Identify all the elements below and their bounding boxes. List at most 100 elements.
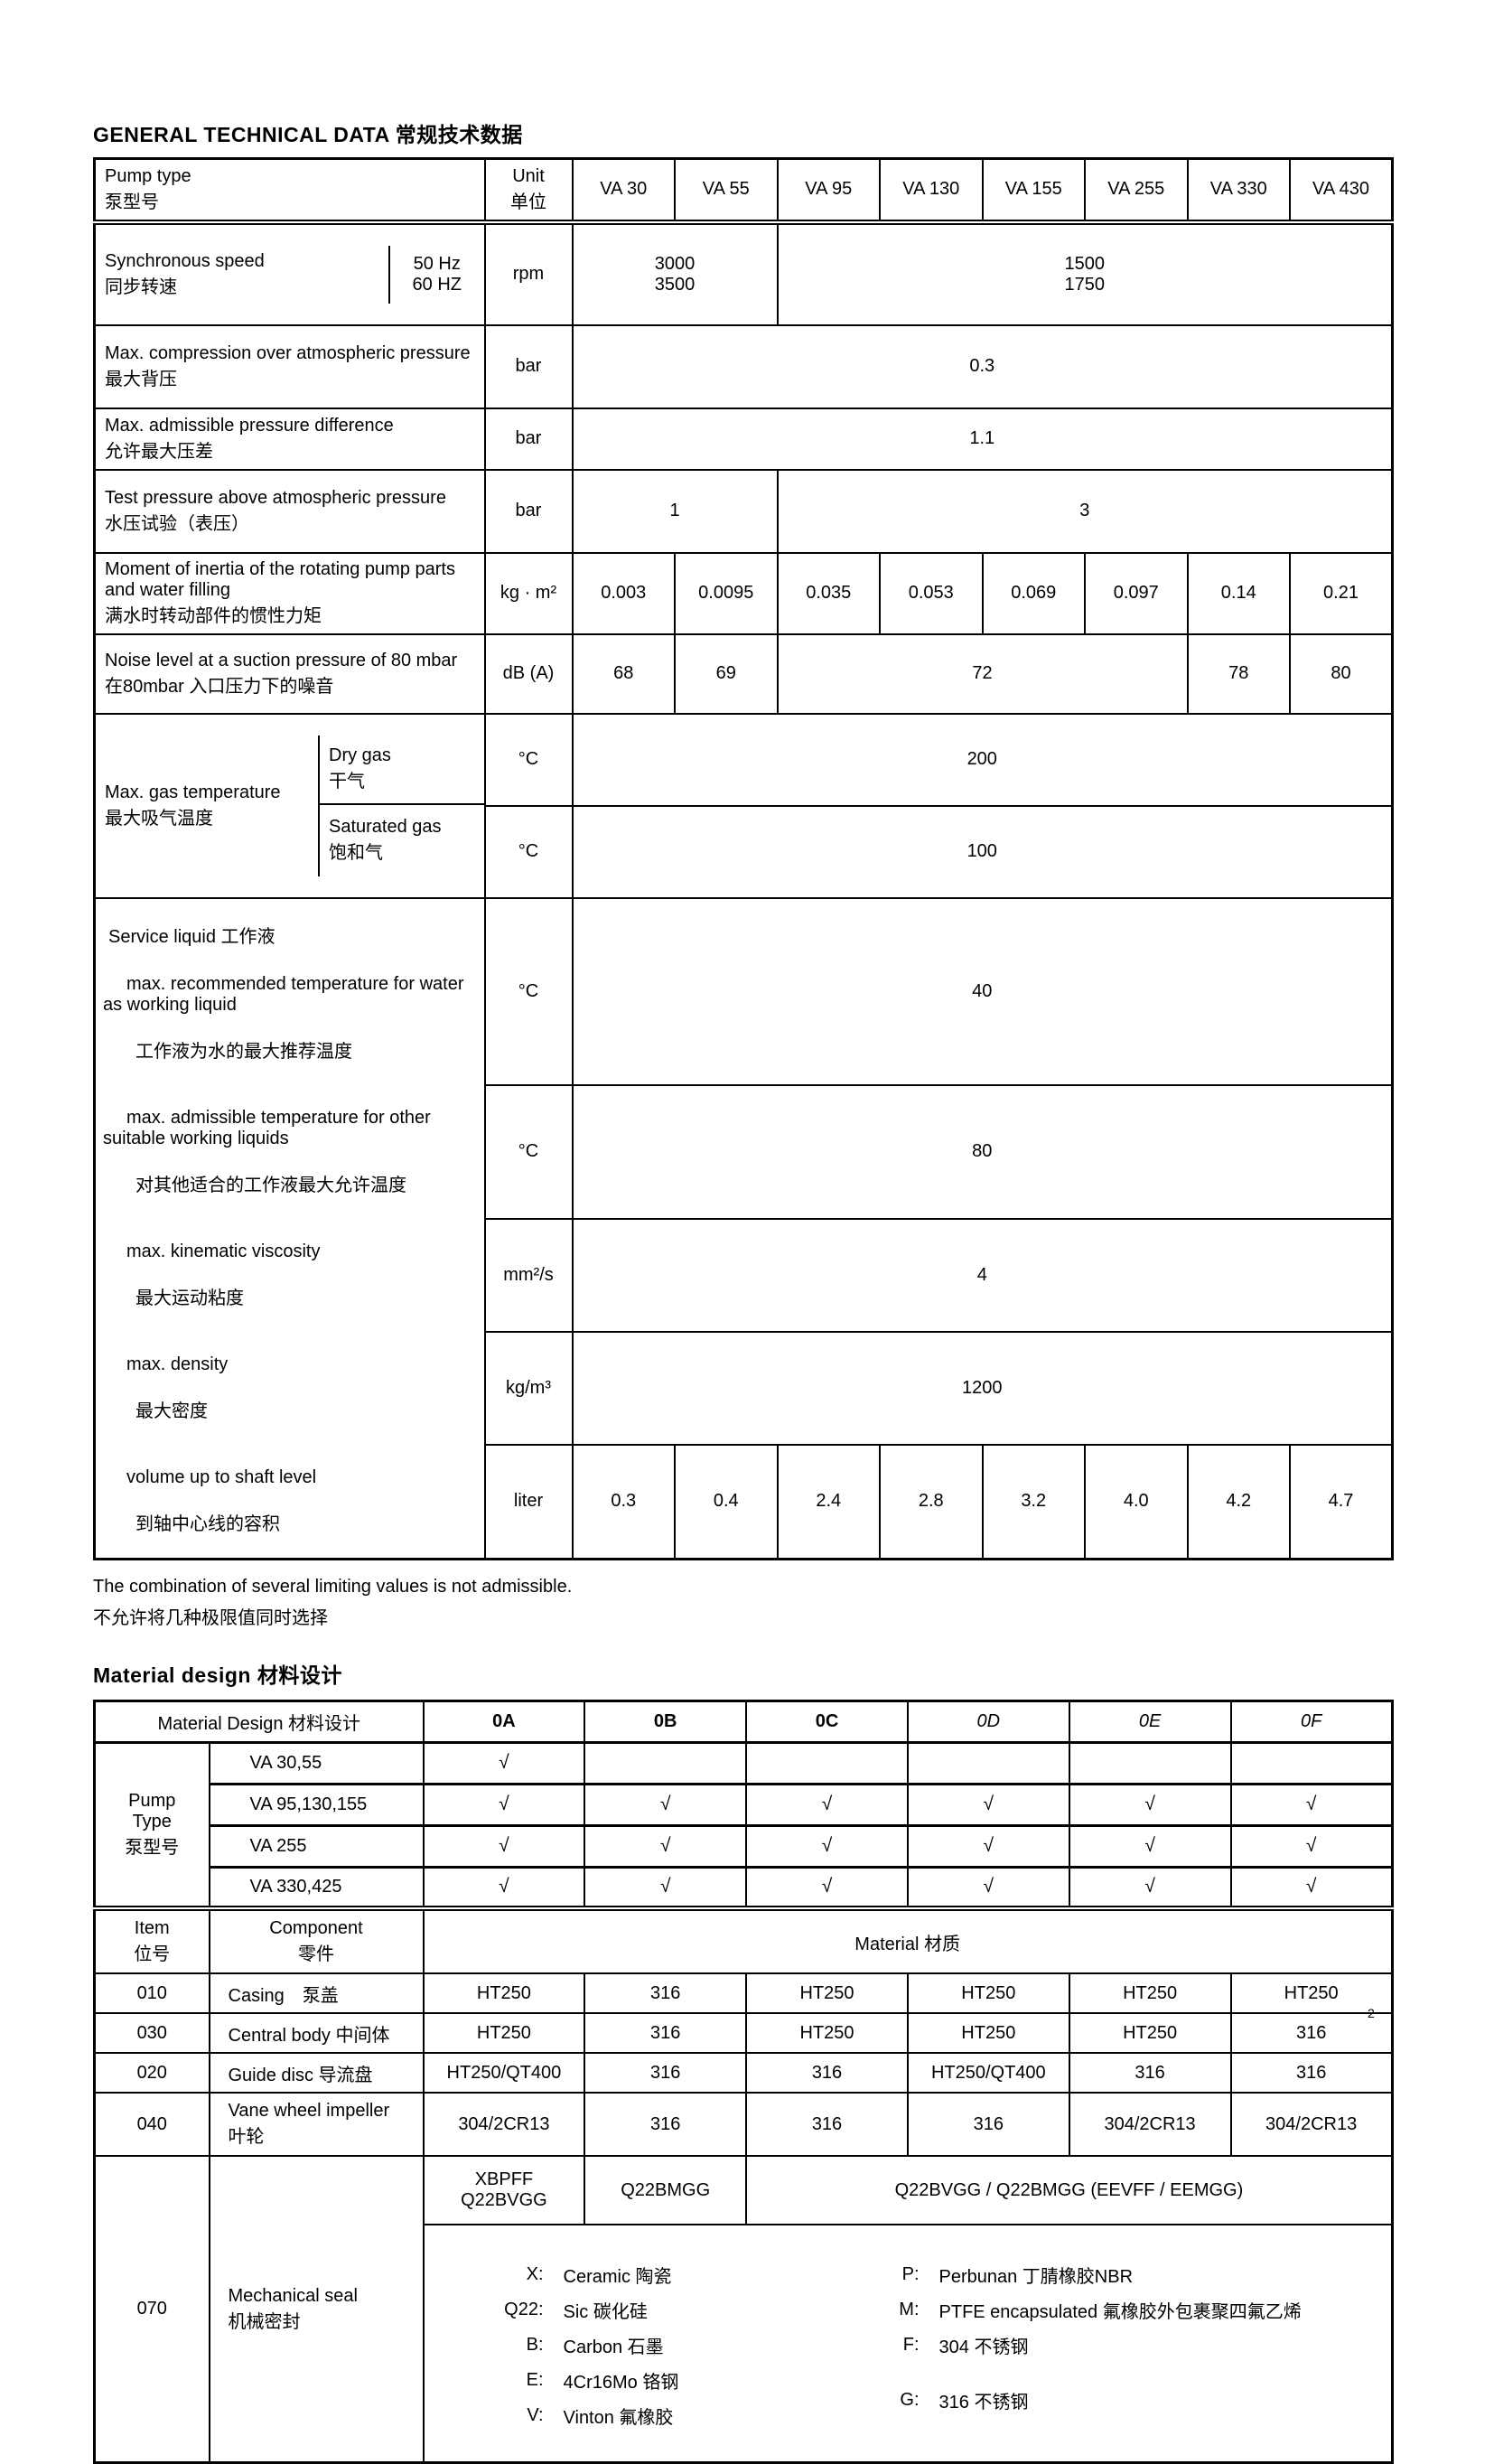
compression-label: Max. compression over atmospheric pressu… <box>95 325 485 408</box>
legend-text-g: 316 不锈钢 <box>939 2387 1029 2413</box>
material-020-0d: HT250/QT400 <box>908 2053 1069 2093</box>
compression-unit: bar <box>485 325 573 408</box>
material-030-0c: HT250 <box>746 2013 908 2053</box>
footnote-en: The combination of several limiting valu… <box>93 1571 1391 1603</box>
material-030-0a: HT250 <box>424 2013 585 2053</box>
material-design-title: Material design 材料设计 <box>93 1658 1391 1689</box>
service-volume-label-zh: 到轴中心线的容积 <box>103 1509 477 1535</box>
noise-unit: dB (A) <box>485 634 573 714</box>
sync-speed-row: Synchronous speed 同步转速 50 Hz 60 HZ rpm 3… <box>95 222 1393 325</box>
seal-codes-row: 070 Mechanical seal 机械密封 XBPFF Q22BVGG Q… <box>95 2156 1393 2225</box>
check-va3055-0c <box>746 1742 908 1784</box>
noise-va30: 68 <box>573 634 676 714</box>
legend-text-v: Vinton 氟橡胶 <box>564 2403 674 2429</box>
pressure-diff-label: Max. admissible pressure difference 允许最大… <box>95 408 485 470</box>
legend-code-m: M: <box>878 2300 939 2320</box>
test-pressure-row: Test pressure above atmospheric pressure… <box>95 470 1393 553</box>
design-code-0f: 0F <box>1231 1700 1393 1742</box>
seal-legend-left-column: X: Ceramic 陶瓷 Q22: Sic 碳化硅 B: Carbon 石墨 <box>457 2257 791 2433</box>
volume-va255: 4.0 <box>1085 1445 1188 1560</box>
gas-temp-dry-unit: °C <box>485 714 573 806</box>
service-other-label-zh: 对其他适合的工作液最大允许温度 <box>103 1170 477 1196</box>
material-010-0e: HT250 <box>1069 1973 1231 2013</box>
seal-code-0b: Q22BMGG <box>584 2156 746 2225</box>
model-header-va255: VA 255 <box>1085 159 1188 222</box>
component-row-020: 020 Guide disc 导流盘 HT250/QT400 316 316 H… <box>95 2053 1393 2093</box>
sync-speed-value-high: 1500 1750 <box>778 222 1393 325</box>
material-030-0b: 316 <box>584 2013 746 2053</box>
sync-speed-unit: rpm <box>485 222 573 325</box>
material-040-0d: 316 <box>908 2093 1069 2156</box>
inertia-unit: kg · m² <box>485 553 573 634</box>
legend-text-q22: Sic 碳化硅 <box>564 2297 648 2323</box>
inertia-va55: 0.0095 <box>675 553 778 634</box>
seal-legend-cell: X: Ceramic 陶瓷 Q22: Sic 碳化硅 B: Carbon 石墨 <box>424 2225 1393 2463</box>
document-page: { "page_number": "2", "general": { "titl… <box>0 0 1494 2113</box>
service-density-value: 1200 <box>573 1332 1393 1445</box>
material-040-0f: 304/2CR13 <box>1231 2093 1393 2156</box>
legend-item: E: 4Cr16Mo 铬钢 <box>457 2363 791 2398</box>
seal-code-0a: XBPFF Q22BVGG <box>424 2156 585 2225</box>
pressure-diff-row: Max. admissible pressure difference 允许最大… <box>95 408 1393 470</box>
item-header-row: Item 位号 Component 零件 Material 材质 <box>95 1908 1393 1973</box>
gas-temp-label-cell: Max. gas temperature 最大吸气温度 Dry gas 干气 S… <box>95 714 485 898</box>
noise-row: Noise level at a suction pressure of 80 … <box>95 634 1393 714</box>
material-040-0c: 316 <box>746 2093 908 2156</box>
service-other-row: max. admissible temperature for other su… <box>95 1085 1393 1219</box>
service-volume-label-en: volume up to shaft level <box>103 1467 477 1488</box>
sync-speed-label-cell: Synchronous speed 同步转速 50 Hz 60 HZ <box>96 246 484 304</box>
check-va95-0b: √ <box>584 1784 746 1825</box>
test-pressure-value-high: 3 <box>778 470 1393 553</box>
material-040-0a: 304/2CR13 <box>424 2093 585 2156</box>
volume-va95: 2.4 <box>778 1445 881 1560</box>
service-water-label-zh: 工作液为水的最大推荐温度 <box>103 1036 477 1063</box>
service-water-label-en: max. recommended temperature for water a… <box>103 974 477 1016</box>
legend-item: X: Ceramic 陶瓷 <box>457 2257 791 2292</box>
check-va95-0d: √ <box>908 1784 1069 1825</box>
model-header-va55: VA 55 <box>675 159 778 222</box>
design-code-0b: 0B <box>584 1700 746 1742</box>
sync-speed-freq: 50 Hz 60 HZ <box>388 246 484 304</box>
inertia-va430: 0.21 <box>1290 553 1393 634</box>
component-010-name: Casing 泵盖 <box>210 1973 424 2013</box>
material-020-0b: 316 <box>584 2053 746 2093</box>
inertia-va95: 0.035 <box>778 553 881 634</box>
model-header-va130: VA 130 <box>880 159 983 222</box>
pump-row-va255: VA 255 √ √ √ √ √ √ <box>95 1825 1393 1867</box>
inertia-va255: 0.097 <box>1085 553 1188 634</box>
material-030-0e: HT250 <box>1069 2013 1231 2053</box>
gas-temp-label: Max. gas temperature 最大吸气温度 <box>96 735 318 876</box>
legend-item: V: Vinton 氟橡胶 <box>457 2398 791 2433</box>
noise-va430: 80 <box>1290 634 1393 714</box>
sync-speed-value-low: 3000 3500 <box>573 222 778 325</box>
legend-code-p: P: <box>878 2264 939 2285</box>
volume-va155: 3.2 <box>983 1445 1086 1560</box>
noise-va330: 78 <box>1188 634 1291 714</box>
design-code-0d: 0D <box>908 1700 1069 1742</box>
noise-va55: 69 <box>675 634 778 714</box>
pump-type-header: Pump type 泵型号 <box>95 159 485 222</box>
legend-item: Q22: Sic 碳化硅 <box>457 2292 791 2328</box>
volume-va430: 4.7 <box>1290 1445 1393 1560</box>
seal-code-rest: Q22BVGG / Q22BMGG (EEVFF / EEMGG) <box>746 2156 1392 2225</box>
volume-va130: 2.8 <box>880 1445 983 1560</box>
service-volume-row: volume up to shaft level 到轴中心线的容积 liter … <box>95 1445 1393 1560</box>
component-070-name: Mechanical seal 机械密封 <box>210 2156 424 2463</box>
service-water-label-cell: Service liquid 工作液 max. recommended temp… <box>95 898 485 1085</box>
material-design-table: Material Design 材料设计 0A 0B 0C 0D 0E 0F P… <box>93 1700 1394 2464</box>
service-viscosity-row: max. kinematic viscosity 最大运动粘度 mm²/s 4 <box>95 1219 1393 1332</box>
component-040-name: Vane wheel impeller 叶轮 <box>210 2093 424 2156</box>
pump-row-va3055: Pump Type 泵型号 VA 30,55 √ <box>95 1742 1393 1784</box>
check-va3055-0a: √ <box>424 1742 585 1784</box>
seal-legend-right-column: P: Perbunan 丁腈橡胶NBR M: PTFE encapsulated… <box>878 2257 1302 2418</box>
check-va330-0f: √ <box>1231 1867 1393 1908</box>
item-070: 070 <box>95 2156 210 2463</box>
service-viscosity-unit: mm²/s <box>485 1219 573 1332</box>
pressure-diff-unit: bar <box>485 408 573 470</box>
legend-code-b: B: <box>457 2335 564 2356</box>
page-number: 2 <box>1368 2006 1375 2020</box>
model-header-va155: VA 155 <box>983 159 1086 222</box>
unit-header: Unit 单位 <box>485 159 573 222</box>
item-030: 030 <box>95 2013 210 2053</box>
material-020-0a: HT250/QT400 <box>424 2053 585 2093</box>
